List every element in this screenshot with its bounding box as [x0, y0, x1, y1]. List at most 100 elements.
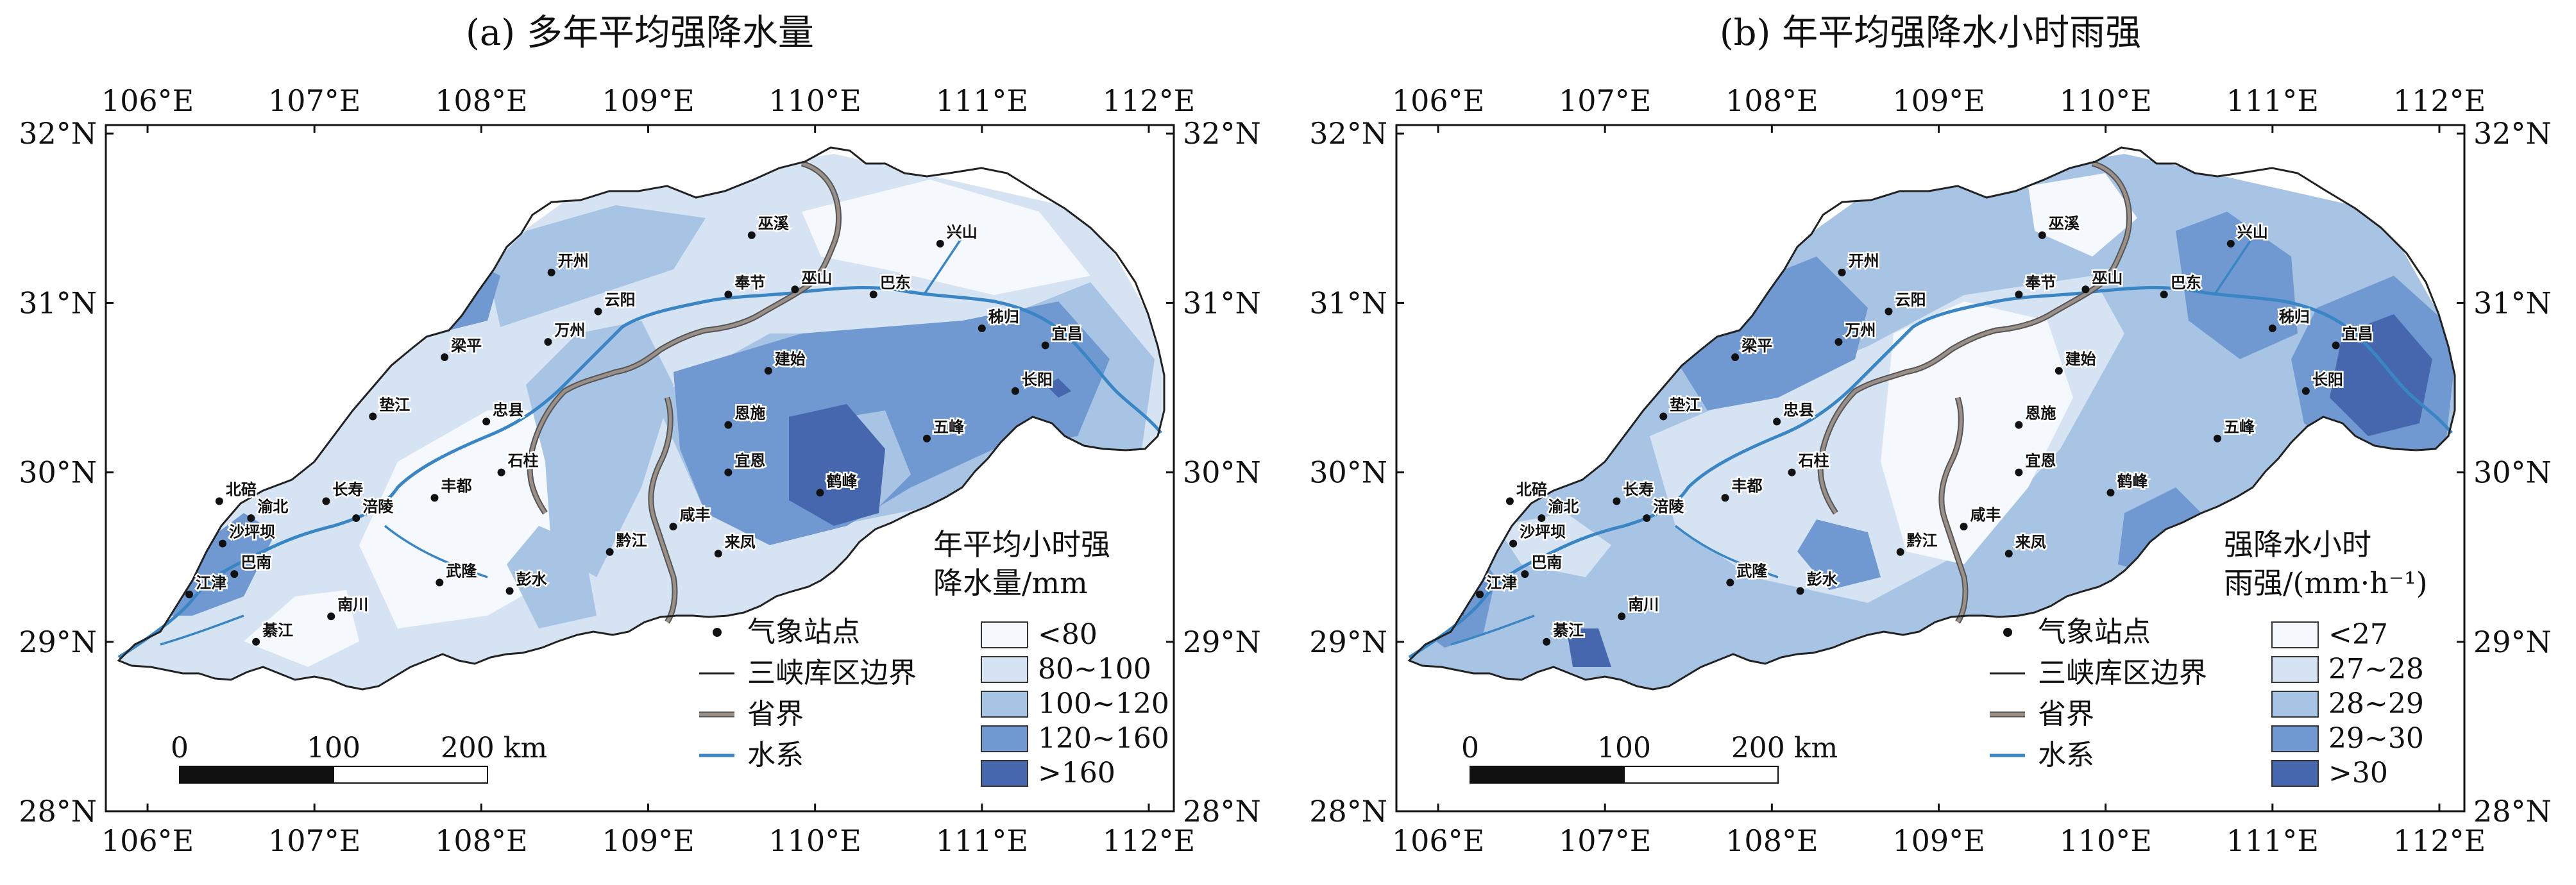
station-label: 彭水	[1807, 570, 1838, 589]
station-dot	[547, 268, 555, 276]
lat-tick-label-left: 30°N	[19, 455, 97, 490]
legend-class-swatch	[981, 621, 1028, 648]
station-label: 江津	[1486, 573, 1517, 592]
station-dot	[1538, 514, 1546, 522]
station-label: 沙坪坝	[1520, 523, 1566, 541]
station-dot	[2226, 239, 2235, 248]
class-area-c3	[1797, 519, 1881, 590]
lon-tick-label-bottom: 110°E	[768, 823, 861, 858]
class-area-c1	[1496, 513, 1611, 577]
station-label: 渝北	[257, 497, 288, 516]
station-label: 巫山	[2092, 268, 2123, 287]
station-label: 秭归	[988, 307, 1019, 326]
lon-tick-label-bottom: 106°E	[1392, 823, 1484, 858]
lat-tick-label-right: 32°N	[2473, 116, 2552, 151]
station-dot	[219, 539, 227, 548]
station-dot	[2106, 489, 2115, 497]
station-dot	[482, 417, 491, 426]
legend-station-label: 气象站点	[747, 616, 860, 648]
station-dot	[1721, 494, 1729, 502]
legend-boundary-label: 三峡库区边界	[2038, 657, 2207, 689]
station-label: 宜恩	[734, 451, 765, 470]
lat-tick-label-left: 28°N	[1309, 794, 1387, 829]
station-dot	[1726, 578, 1734, 587]
station-label: 丰都	[1732, 476, 1763, 495]
legend-class-label: <27	[2328, 618, 2388, 651]
station-label: 武隆	[1736, 561, 1768, 580]
station-label: 巫溪	[758, 214, 790, 233]
station-label: 彭水	[516, 570, 548, 589]
station-label: 来凤	[2015, 532, 2046, 551]
station-label: 开州	[558, 251, 589, 270]
station-dot	[1011, 387, 1019, 395]
station-label: 长阳	[1022, 370, 1053, 389]
lat-tick-label-right: 30°N	[1183, 455, 1261, 490]
station-dot	[436, 578, 444, 587]
station-label: 兴山	[947, 223, 978, 241]
station-dot	[430, 494, 439, 502]
legend-class-label: 29~30	[2328, 722, 2424, 755]
station-label: 万州	[1845, 321, 1876, 339]
lon-tick-label-top: 112°E	[1103, 83, 1195, 118]
legend-class-swatch	[2271, 656, 2319, 683]
station-dot	[1618, 612, 1626, 621]
station-dot	[1835, 338, 1843, 346]
lon-tick-label-top: 106°E	[101, 83, 194, 118]
station-dot	[2015, 421, 2023, 429]
lat-tick-label-left: 29°N	[1309, 625, 1387, 659]
river-main	[117, 286, 1162, 659]
station-dot	[1041, 341, 1049, 350]
station-label: 巴东	[2171, 273, 2201, 292]
scale-label-0: 0	[171, 732, 189, 764]
station-dot	[2015, 468, 2023, 476]
scale-bar-white	[333, 766, 488, 784]
station-label: 江津	[196, 573, 226, 592]
lat-tick-label-left: 31°N	[19, 285, 97, 320]
legend-class-label: <80	[1038, 618, 1097, 651]
station-label: 万州	[554, 321, 585, 339]
station-label: 长阳	[2312, 370, 2343, 389]
station-label: 綦江	[262, 621, 293, 639]
scale-label-100: 100	[307, 732, 360, 764]
scale-bar-black	[1470, 766, 1625, 784]
legend-class-label: 100~120	[1038, 687, 1169, 720]
station-label: 巫山	[801, 268, 832, 287]
station-label: 忠县	[1783, 400, 1814, 419]
class-area-c0	[2028, 173, 2137, 257]
lat-tick-label-left: 28°N	[19, 794, 97, 829]
legend-province-label: 省界	[747, 698, 804, 730]
legend-class-label: 120~160	[1038, 722, 1169, 755]
station-label: 五峰	[933, 417, 964, 436]
station-label: 鹤峰	[826, 471, 857, 490]
river-tributary	[160, 237, 963, 646]
station-dot	[1960, 523, 1968, 531]
station-label: 北碚	[226, 480, 257, 499]
station-dot	[1543, 637, 1551, 646]
scale-bar-black	[179, 766, 334, 784]
class-area-c3	[2176, 212, 2298, 359]
station-dot	[1896, 548, 1904, 556]
river-main	[1408, 286, 2453, 659]
station-dot	[2213, 434, 2221, 442]
station-label: 宜恩	[2025, 451, 2056, 470]
station-dot	[2055, 367, 2063, 375]
legend-class-label: 80~100	[1038, 653, 1151, 686]
station-dot	[352, 514, 360, 522]
station-dot	[441, 353, 449, 361]
station-label: 长寿	[1623, 480, 1654, 499]
station-label: 涪陵	[362, 497, 394, 516]
panel-b: (b) 年平均强降水小时雨强 106°E 106°E 107°E 107°E 108°E 1…	[1309, 12, 2552, 858]
station-dot	[1796, 587, 1804, 595]
province-border	[528, 162, 840, 623]
station-dot	[1505, 497, 1514, 505]
station-label: 忠县	[493, 400, 523, 419]
station-dot	[2160, 291, 2168, 299]
station-dot	[791, 285, 799, 294]
lat-tick-label-right: 31°N	[2473, 285, 2552, 320]
lon-tick-label-top: 109°E	[1892, 83, 1985, 118]
lon-tick-label-top: 108°E	[1725, 83, 1818, 118]
legend-station-symbol	[2003, 628, 2012, 637]
lat-tick-label-left: 31°N	[1309, 285, 1387, 320]
station-dot	[327, 612, 335, 621]
station-label: 巴东	[880, 273, 911, 292]
